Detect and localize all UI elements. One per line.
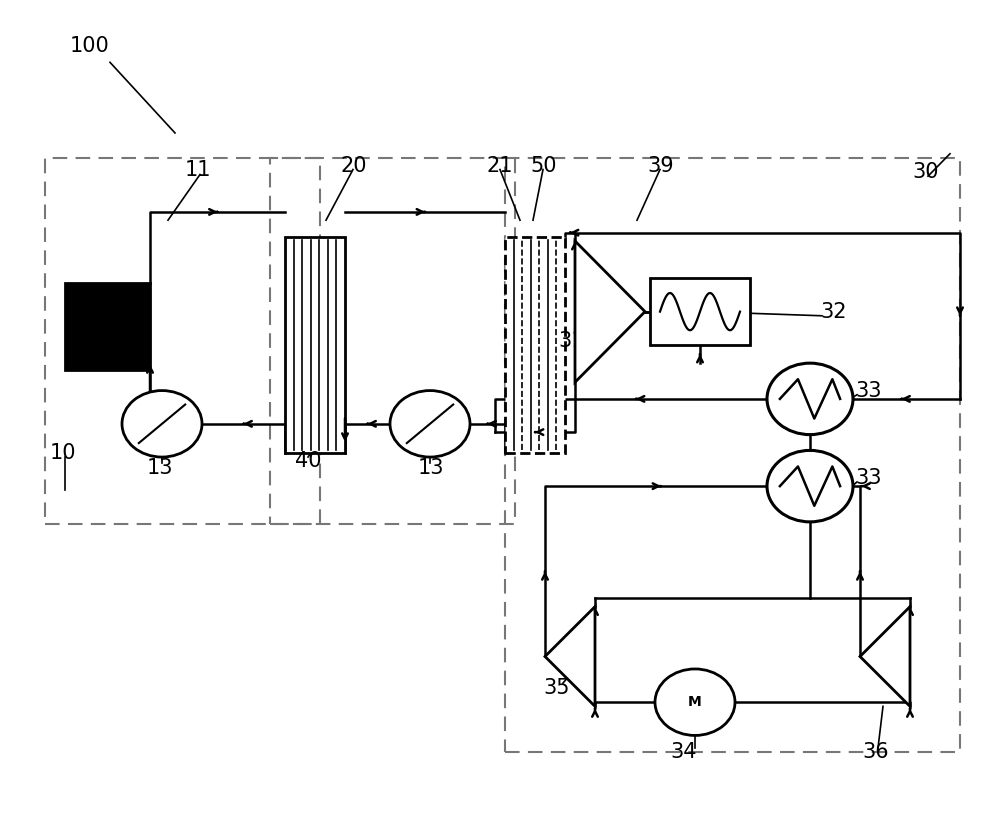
Polygon shape [575,241,645,382]
Text: 12: 12 [108,302,134,322]
Text: M: M [688,696,702,709]
Bar [505,237,565,453]
Circle shape [390,391,470,457]
Bar [65,283,150,370]
Text: 35: 35 [543,678,570,698]
Text: 39: 39 [647,156,674,176]
Text: 13: 13 [418,458,444,478]
Text: 31: 31 [558,331,584,351]
Circle shape [767,450,853,522]
Text: 10: 10 [50,443,76,463]
Text: 100: 100 [70,36,110,56]
Circle shape [767,363,853,435]
Text: 21: 21 [487,156,514,176]
Text: 20: 20 [340,156,366,176]
Text: 13: 13 [147,458,174,478]
Text: 50: 50 [530,156,556,176]
Text: 33: 33 [855,381,882,401]
Text: 40: 40 [295,451,322,471]
Polygon shape [860,607,910,706]
Text: 33: 33 [855,468,882,488]
Text: 30: 30 [912,162,938,182]
Bar [285,237,345,453]
Circle shape [655,669,735,735]
Text: 34: 34 [670,742,696,762]
Text: 36: 36 [862,742,889,762]
Text: 32: 32 [820,302,846,322]
Polygon shape [545,607,595,706]
Bar [650,278,750,345]
Text: 11: 11 [185,160,212,180]
Circle shape [122,391,202,457]
